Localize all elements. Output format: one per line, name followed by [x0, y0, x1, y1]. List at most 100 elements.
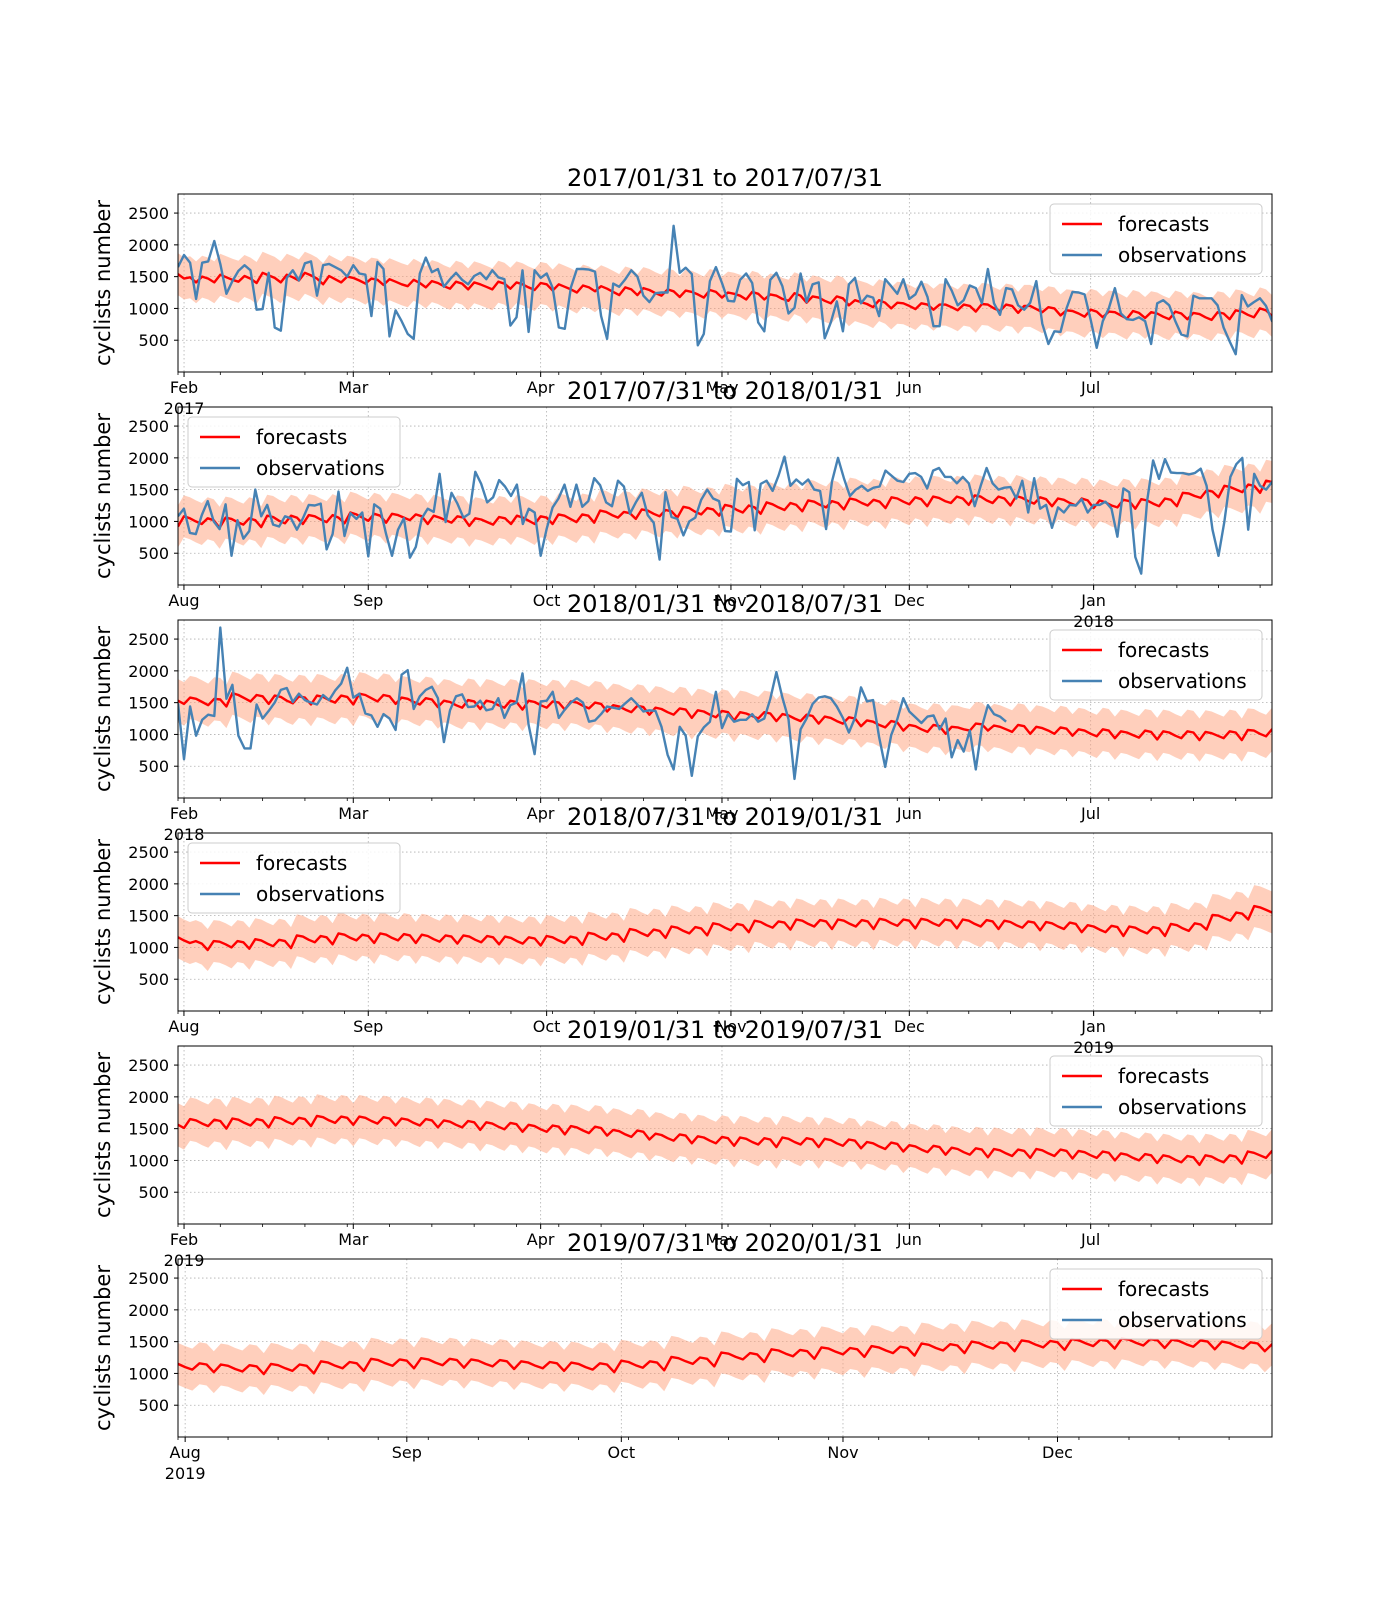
subplot-4: 500 1000 1500 2000 2500 Aug Sep Oct Nov Dec Jan 201…	[91, 803, 1273, 1057]
observations-line	[178, 455, 1272, 575]
x-tick-label: Jun	[896, 804, 922, 823]
x-tick-year-label: 2019	[165, 1464, 206, 1483]
x-tick-label: Jan	[1080, 1017, 1106, 1036]
y-tick-label: 2500	[128, 204, 169, 223]
y-axis-label: cyclists number	[91, 413, 115, 579]
x-tick-year-label: 2019	[1073, 1038, 1114, 1057]
y-tick-label: 2500	[128, 630, 169, 649]
y-tick-label: 2000	[128, 236, 169, 255]
legend-box	[1049, 629, 1263, 701]
observations-legend-label: observations	[256, 456, 385, 480]
y-tick-label: 1500	[128, 268, 169, 287]
forecasts-legend-label: forecasts	[256, 425, 347, 449]
y-tick-label: 1500	[128, 1120, 169, 1139]
subplot-title: 2019/01/31 to 2019/07/31	[567, 1016, 883, 1044]
y-tick-label: 1500	[128, 1333, 169, 1352]
axes-frame	[177, 619, 1273, 799]
x-tick-label: Nov	[827, 1443, 858, 1462]
legend: forecasts observations	[187, 842, 401, 914]
x-tick-label: Apr	[527, 804, 555, 823]
x-tick-label: Sep	[353, 1017, 383, 1036]
legend: forecasts observations	[1049, 1055, 1263, 1127]
x-tick-label: Feb	[170, 804, 198, 823]
x-tick-label: Dec	[894, 591, 925, 610]
observations-legend-label: observations	[1118, 1308, 1247, 1332]
observations-legend-label: observations	[256, 882, 385, 906]
axes-frame	[177, 1045, 1273, 1225]
y-tick-label: 1500	[128, 481, 169, 500]
forecast-interval-band	[178, 1094, 1272, 1187]
y-axis-label: cyclists number	[91, 200, 115, 366]
y-tick-label: 2000	[128, 875, 169, 894]
y-tick-label: 1000	[128, 299, 169, 318]
x-tick-label: Mar	[338, 378, 369, 397]
forecasts-line	[178, 1114, 1272, 1167]
x-tick-label: Jul	[1080, 804, 1100, 823]
forecast-interval-band	[178, 671, 1272, 762]
observations-legend-label: observations	[1118, 243, 1247, 267]
legend-box	[187, 842, 401, 914]
subplot-2: 500 1000 1500 2000 2500 Aug Sep Oct Nov Dec Jan 201…	[91, 377, 1273, 631]
legend: forecasts observations	[1049, 1268, 1263, 1340]
y-tick-label: 2500	[128, 1269, 169, 1288]
observations-line	[178, 626, 1007, 781]
x-tick-label: May	[705, 378, 738, 397]
x-tick-label: Aug	[168, 591, 199, 610]
plot-area	[178, 626, 1272, 781]
x-tick-label: Jul	[1080, 378, 1100, 397]
x-tick-label: Sep	[353, 591, 383, 610]
y-tick-label: 500	[138, 1396, 169, 1415]
x-tick-label: Oct	[533, 591, 561, 610]
x-tick-label: Oct	[533, 1017, 561, 1036]
x-tick-label: Jun	[896, 378, 922, 397]
x-tick-label: Dec	[894, 1017, 925, 1036]
legend-box	[1049, 1268, 1263, 1340]
y-tick-label: 2500	[128, 843, 169, 862]
x-tick-label: May	[705, 1230, 738, 1249]
forecasts-line	[178, 904, 1272, 952]
x-tick-label: Nov	[715, 591, 746, 610]
y-axis-label: cyclists number	[91, 626, 115, 792]
x-tick-label: Aug	[168, 1017, 199, 1036]
axes-frame	[177, 1258, 1273, 1438]
legend: forecasts observations	[1049, 629, 1263, 701]
y-tick-label: 500	[138, 544, 169, 563]
y-tick-label: 1500	[128, 694, 169, 713]
y-tick-label: 2000	[128, 662, 169, 681]
x-tick-label: May	[705, 804, 738, 823]
observations-legend-label: observations	[1118, 1095, 1247, 1119]
x-tick-label: Oct	[607, 1443, 635, 1462]
y-tick-label: 1000	[128, 938, 169, 957]
plot-area	[178, 885, 1272, 971]
axes-frame	[177, 832, 1273, 1012]
observations-legend-label: observations	[1118, 669, 1247, 693]
plot-area	[178, 455, 1272, 575]
x-tick-label: Apr	[527, 1230, 555, 1249]
y-tick-label: 500	[138, 1183, 169, 1202]
legend: forecasts observations	[187, 416, 401, 488]
x-tick-label: Nov	[715, 1017, 746, 1036]
forecasts-legend-label: forecasts	[1118, 1064, 1209, 1088]
x-tick-label: Jan	[1080, 591, 1106, 610]
x-tick-label: Mar	[338, 804, 369, 823]
x-tick-label: Feb	[170, 378, 198, 397]
x-tick-label: Jul	[1080, 1230, 1100, 1249]
forecasts-line	[178, 1337, 1272, 1376]
y-tick-label: 2500	[128, 417, 169, 436]
y-tick-label: 1000	[128, 725, 169, 744]
y-tick-label: 2500	[128, 1056, 169, 1075]
x-tick-label: Mar	[338, 1230, 369, 1249]
legend: forecasts observations	[1049, 203, 1263, 275]
y-tick-label: 1500	[128, 907, 169, 926]
subplot-5: 500 1000 1500 2000 2500 Feb 2019 Mar Apr May Jun Ju…	[91, 1016, 1273, 1270]
forecasts-line	[178, 479, 1272, 529]
subplot-6: 500 1000 1500 2000 2500 Aug 2019 Sep Oct Nov Dec cy…	[91, 1229, 1273, 1483]
y-tick-label: 500	[138, 331, 169, 350]
plot-area	[178, 1094, 1272, 1187]
y-tick-label: 2000	[128, 449, 169, 468]
legend-box	[187, 416, 401, 488]
forecasts-legend-label: forecasts	[1118, 1277, 1209, 1301]
subplot-title: 2018/01/31 to 2018/07/31	[567, 590, 883, 618]
